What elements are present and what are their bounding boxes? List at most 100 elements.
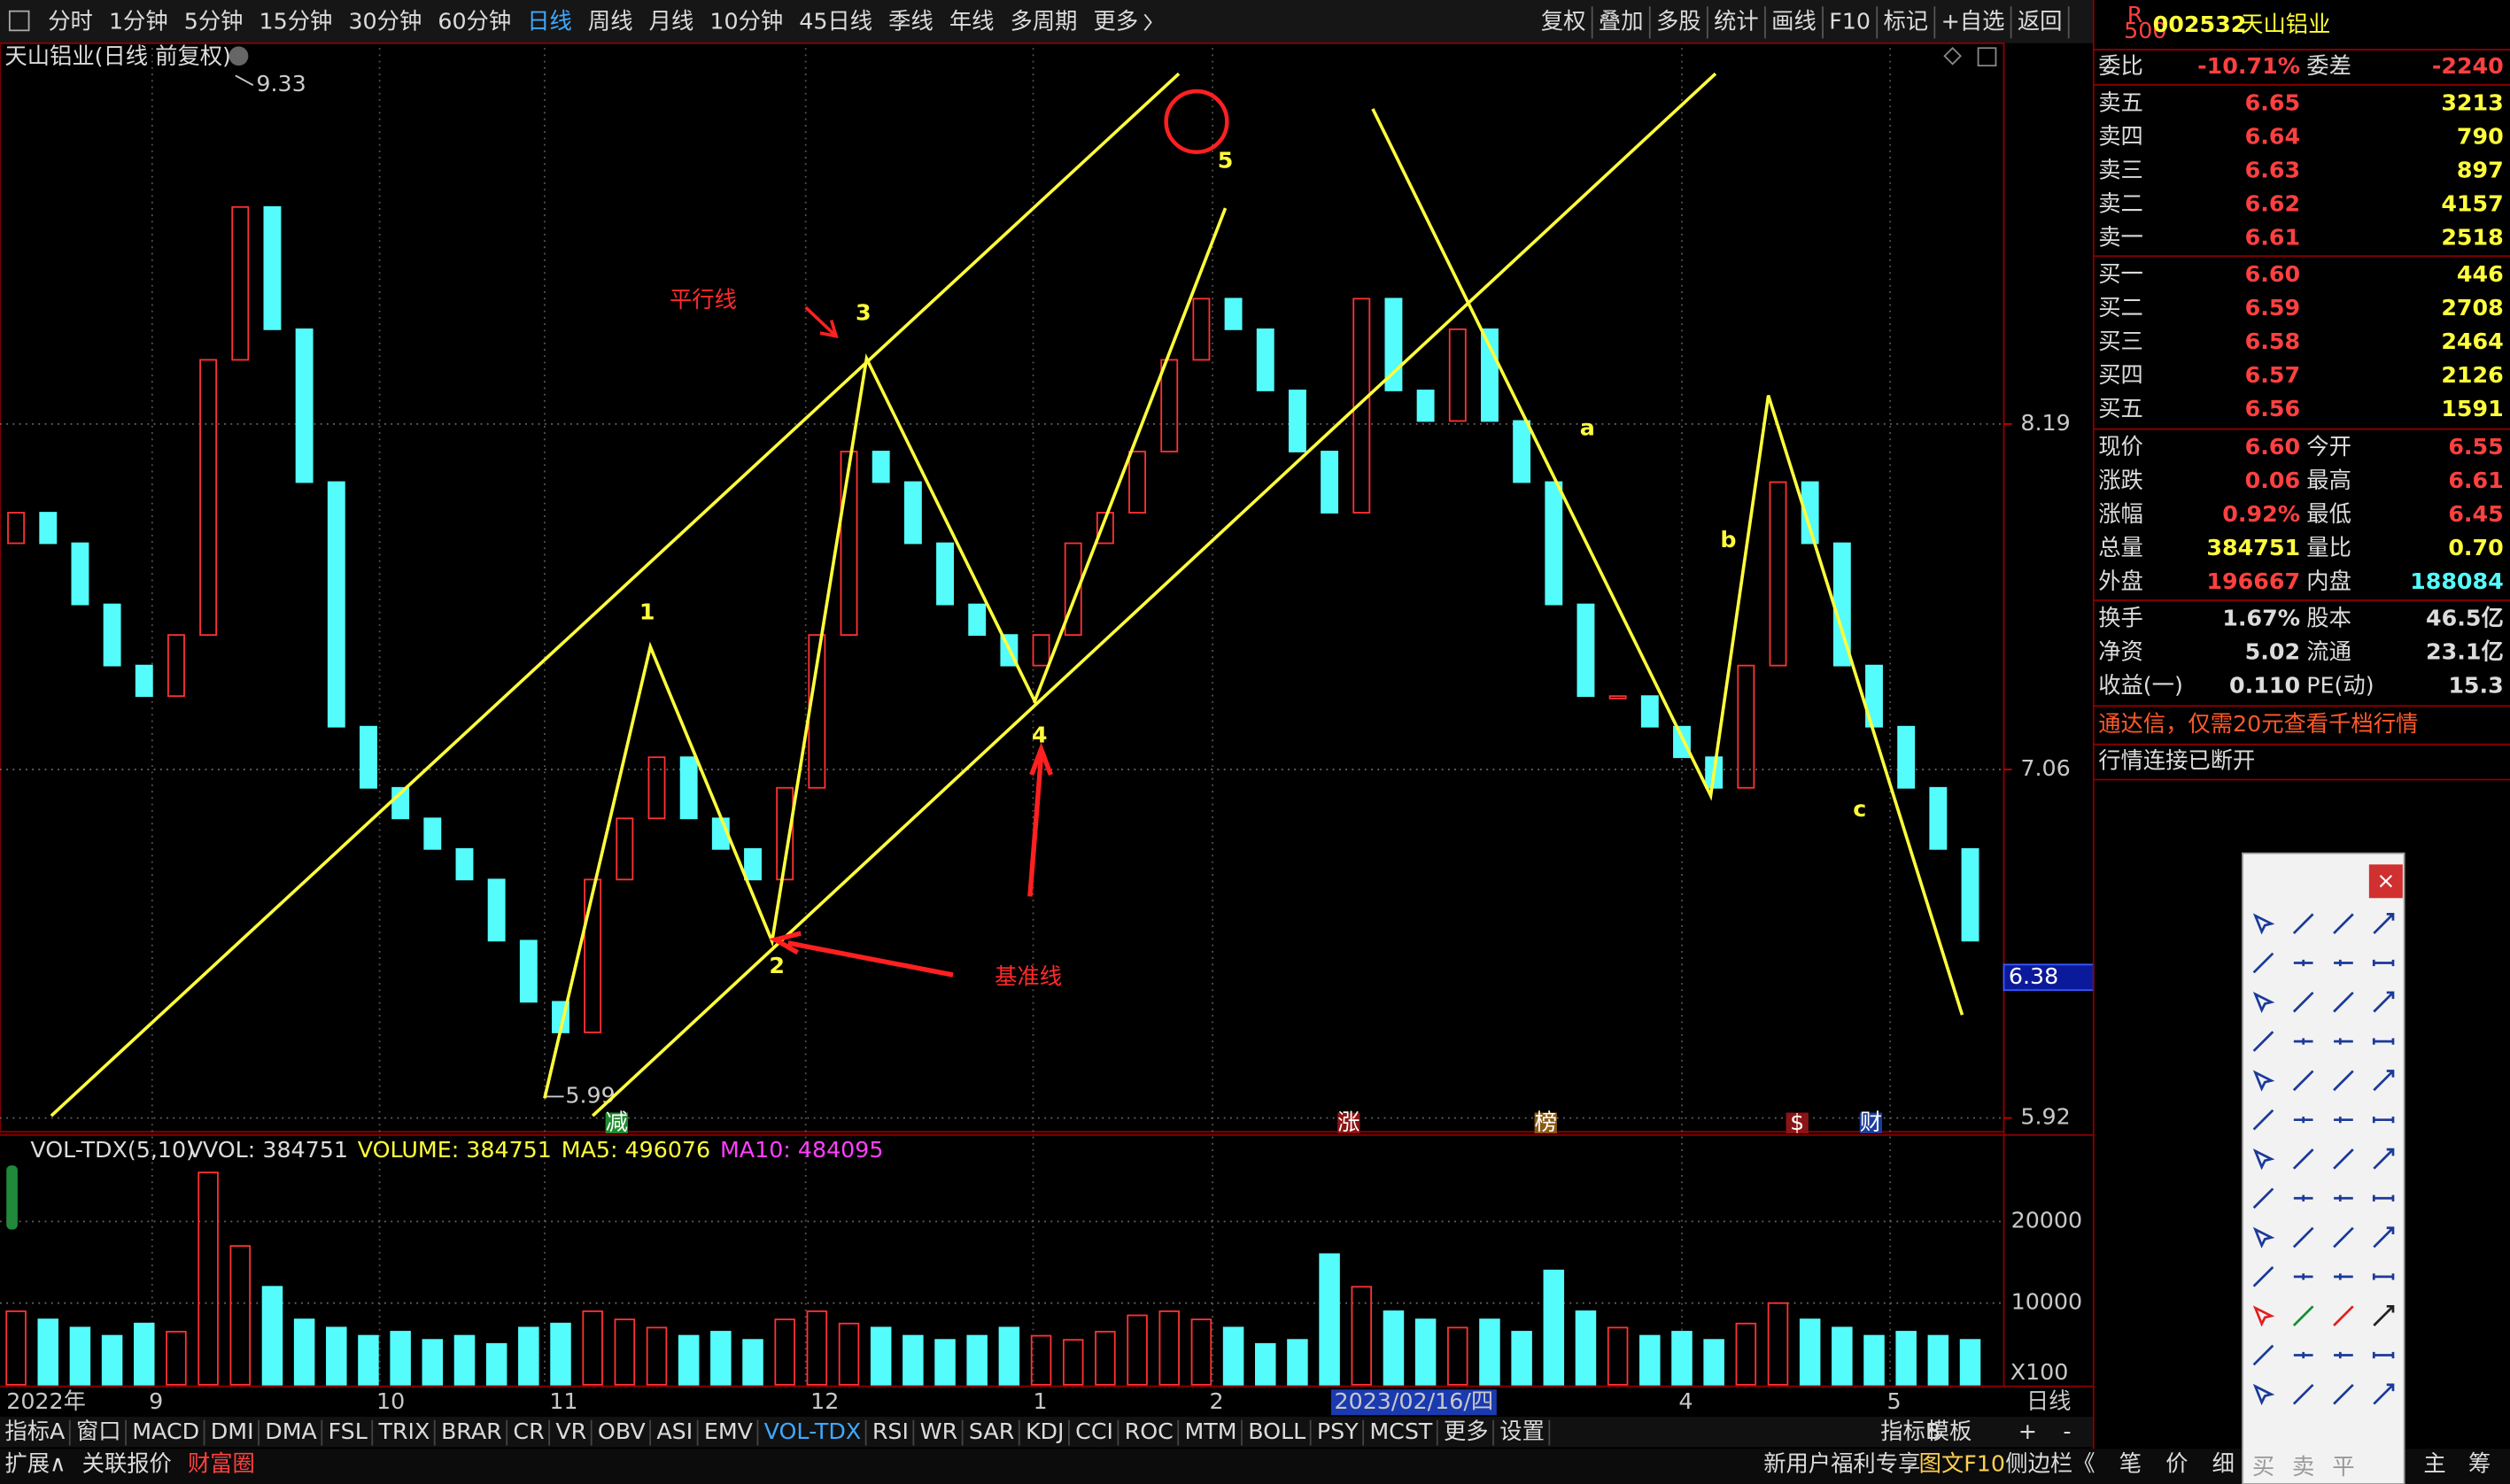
period-tab[interactable]: 1分钟 [109, 8, 168, 34]
indicator-tab-right[interactable]: + [2018, 1418, 2037, 1444]
toolbar-action[interactable]: F10 [1829, 8, 1871, 34]
indicator-tab[interactable]: RSI [872, 1418, 909, 1444]
draw-tool[interactable] [2372, 1038, 2395, 1045]
draw-tool[interactable] [2373, 913, 2395, 935]
status-button[interactable]: 筹 [2468, 1450, 2491, 1476]
indicator-tab[interactable]: OBV [598, 1418, 646, 1444]
status-left[interactable]: 扩展∧ [4, 1450, 66, 1476]
draw-tool[interactable] [2373, 1070, 2395, 1092]
toolbar-action[interactable]: 复权 [1541, 8, 1586, 34]
indicator-tab[interactable]: WR [920, 1418, 958, 1444]
period-tab[interactable]: 季线 [888, 8, 934, 34]
draw-tool[interactable] [2252, 1344, 2274, 1366]
period-tab[interactable]: 多周期 [1011, 8, 1078, 34]
draw-tool[interactable] [2372, 1273, 2395, 1280]
draw-tool[interactable] [2293, 959, 2313, 967]
period-tab[interactable]: 更多 [1094, 8, 1139, 34]
draw-tool[interactable] [2293, 1273, 2313, 1280]
status-left[interactable]: 关联报价 [82, 1450, 172, 1476]
indicator-tab[interactable]: 设置 [1499, 1418, 1545, 1444]
indicator-tab[interactable]: 窗口 [76, 1418, 121, 1444]
draw-tool[interactable] [2333, 991, 2354, 1013]
toolbar-action[interactable]: 画线 [1771, 8, 1817, 34]
draw-close-bg[interactable] [2368, 864, 2403, 899]
indicator-tab[interactable]: MCST [1369, 1418, 1433, 1444]
draw-tool[interactable] [2292, 1070, 2314, 1092]
draw-tool[interactable] [2372, 959, 2395, 967]
trade-button[interactable]: 买 [2252, 1454, 2274, 1480]
draw-tool[interactable] [2334, 1038, 2353, 1045]
indicator-tab[interactable]: BRAR [441, 1418, 502, 1444]
indicator-tab[interactable]: FSL [329, 1418, 368, 1444]
period-tab[interactable]: 年线 [949, 8, 995, 34]
draw-tool[interactable] [2333, 1383, 2354, 1405]
indicator-tab[interactable]: MACD [132, 1418, 199, 1444]
draw-tool[interactable] [2333, 1070, 2354, 1092]
status-right[interactable]: 侧边栏《 [2005, 1450, 2095, 1476]
draw-tool[interactable] [2333, 1226, 2354, 1248]
period-tab[interactable]: 15分钟 [260, 8, 333, 34]
draw-tool[interactable] [2252, 952, 2274, 974]
toolbar-action[interactable]: 标记 [1883, 8, 1928, 34]
status-button[interactable]: 细 [2212, 1450, 2235, 1476]
draw-tool[interactable] [2252, 1305, 2275, 1327]
toolbar-action[interactable]: 叠加 [1599, 8, 1644, 34]
status-button[interactable]: 主 [2423, 1450, 2445, 1476]
draw-tool[interactable] [2252, 1226, 2275, 1248]
draw-tool[interactable] [2334, 1194, 2353, 1202]
period-tab[interactable]: 45日线 [799, 8, 872, 34]
period-tab[interactable]: 5分钟 [184, 8, 244, 34]
draw-tool[interactable] [2372, 1351, 2395, 1359]
indicator-tab[interactable]: CCI [1075, 1418, 1113, 1444]
draw-tool[interactable] [2252, 1383, 2275, 1406]
draw-tool[interactable] [2252, 1070, 2275, 1092]
indicator-tab[interactable]: DMI [211, 1418, 254, 1444]
period-tab[interactable]: 30分钟 [348, 8, 422, 34]
indicator-tab[interactable]: ROC [1125, 1418, 1174, 1444]
period-tab[interactable]: 10分钟 [709, 8, 783, 34]
period-tab[interactable]: 60分钟 [438, 8, 511, 34]
indicator-tab-right[interactable]: 指标B [1880, 1418, 1941, 1444]
draw-tool[interactable] [2373, 991, 2395, 1013]
indicator-tab[interactable]: EMV [704, 1418, 754, 1444]
draw-tool[interactable] [2293, 1117, 2313, 1124]
indicator-tab-right[interactable]: - [2063, 1418, 2071, 1444]
indicator-tab[interactable]: 指标A [4, 1418, 66, 1444]
period-tab[interactable]: 分时 [48, 8, 93, 34]
draw-tool[interactable] [2252, 1266, 2274, 1287]
draw-tool[interactable] [2373, 1383, 2395, 1405]
indicator-tab[interactable]: DMA [265, 1418, 317, 1444]
indicator-tab[interactable]: CR [513, 1418, 544, 1444]
notice[interactable]: 通达信，仅需20元查看千档行情 [2098, 711, 2418, 737]
indicator-tab[interactable]: KDJ [1026, 1418, 1065, 1444]
draw-tool[interactable] [2292, 913, 2314, 935]
indicator-tab[interactable]: 更多 [1444, 1418, 1489, 1444]
indicator-tab[interactable]: MTM [1184, 1418, 1236, 1444]
status-right[interactable]: 图文F10 [1919, 1450, 2005, 1476]
draw-tool[interactable] [2333, 1148, 2354, 1170]
draw-tool[interactable] [2252, 991, 2275, 1014]
draw-tool[interactable] [2252, 1187, 2274, 1210]
draw-tool[interactable] [2293, 1038, 2313, 1045]
draw-tool[interactable] [2373, 1304, 2395, 1326]
period-tab[interactable]: 日线 [527, 8, 572, 34]
draw-tool[interactable] [2252, 1109, 2274, 1131]
indicator-tab[interactable]: PSY [1317, 1418, 1359, 1444]
draw-tool[interactable] [2334, 959, 2353, 967]
draw-tool[interactable] [2372, 1117, 2395, 1124]
indicator-tab-right[interactable]: 模板 [1927, 1418, 1972, 1444]
draw-tool[interactable] [2373, 1148, 2395, 1170]
indicator-tab[interactable]: VR [555, 1418, 586, 1444]
indicator-tab[interactable]: TRIX [377, 1418, 430, 1444]
draw-tool[interactable] [2252, 1031, 2274, 1052]
draw-tool[interactable] [2334, 1117, 2353, 1124]
draw-tool[interactable] [2292, 1383, 2314, 1405]
trade-button[interactable]: 平 [2332, 1454, 2354, 1480]
draw-tool[interactable] [2293, 1351, 2313, 1359]
status-button[interactable]: 笔 [2119, 1450, 2142, 1476]
draw-tool[interactable] [2252, 913, 2275, 935]
status-button[interactable]: 价 [2165, 1450, 2188, 1476]
draw-tool[interactable] [2292, 1148, 2314, 1170]
period-tab[interactable]: 周线 [588, 8, 633, 34]
draw-tool[interactable] [2334, 1273, 2353, 1280]
